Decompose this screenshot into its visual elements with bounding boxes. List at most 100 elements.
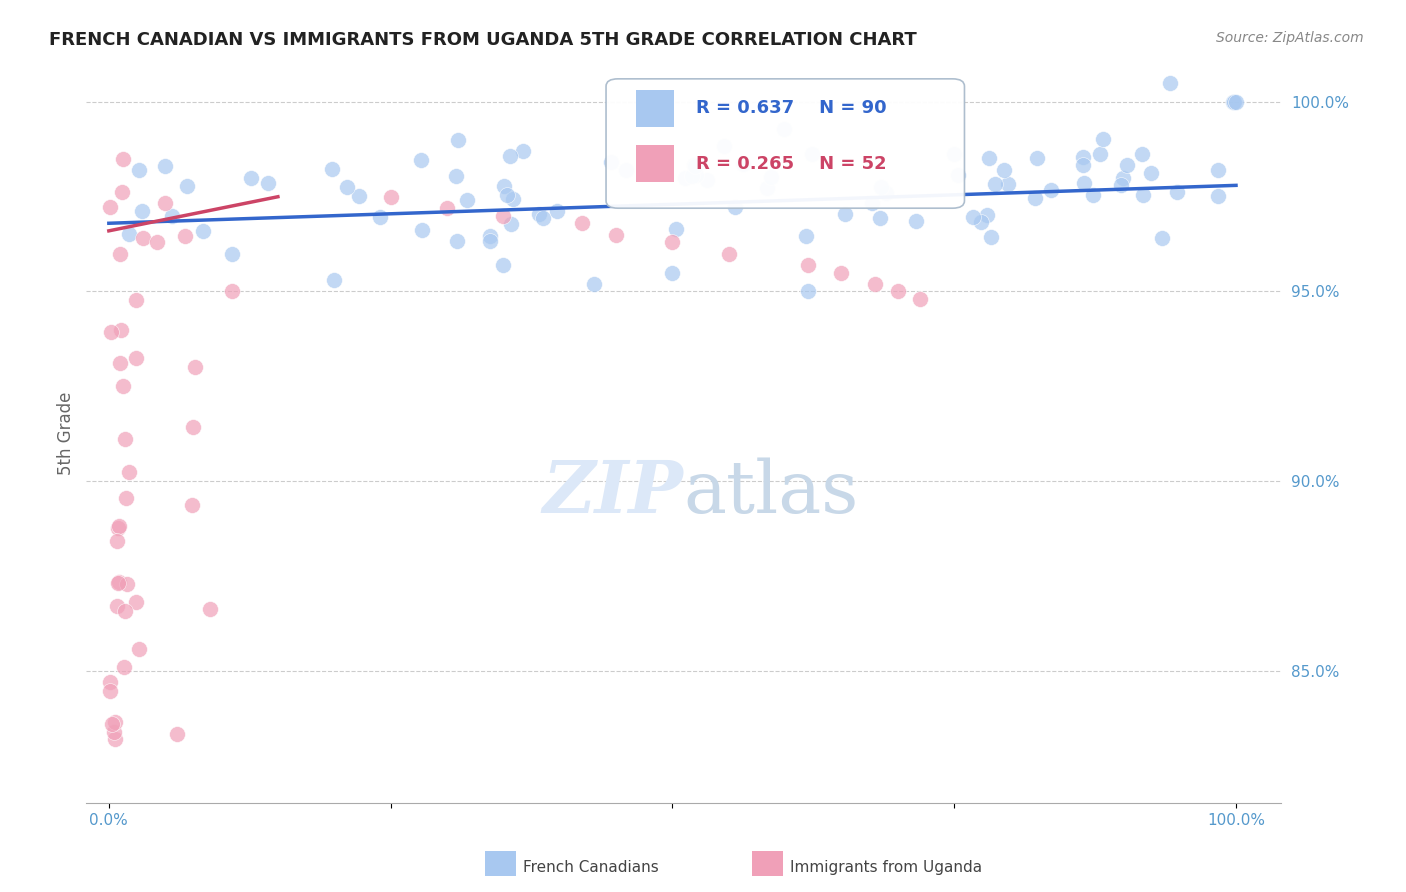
- Point: [107, 576, 129, 591]
- Point: [1225, 95, 1247, 109]
- Point: [794, 229, 817, 244]
- Point: [115, 491, 138, 505]
- Point: [904, 214, 927, 228]
- Point: [110, 247, 132, 261]
- Point: [1130, 147, 1153, 161]
- Point: [1152, 231, 1174, 245]
- Point: [176, 179, 198, 194]
- Point: [605, 227, 627, 242]
- Point: [184, 359, 207, 374]
- Point: [114, 604, 136, 618]
- Point: [665, 222, 688, 236]
- Point: [117, 576, 139, 591]
- Point: [107, 534, 129, 549]
- Point: [527, 207, 550, 221]
- Point: [436, 201, 458, 215]
- Point: [796, 285, 818, 299]
- Point: [98, 684, 121, 698]
- Point: [979, 151, 1001, 165]
- Point: [1222, 95, 1244, 109]
- Point: [997, 177, 1019, 191]
- Point: [110, 322, 132, 336]
- Point: [634, 165, 657, 179]
- Point: [681, 169, 703, 183]
- Point: [125, 351, 148, 365]
- Point: [446, 234, 468, 248]
- Point: [111, 185, 134, 199]
- Point: [772, 121, 794, 136]
- Point: [128, 163, 150, 178]
- Point: [347, 189, 370, 203]
- Point: [492, 209, 515, 223]
- Point: [496, 188, 519, 202]
- Point: [582, 277, 605, 291]
- Point: [155, 159, 177, 173]
- Text: Source: ZipAtlas.com: Source: ZipAtlas.com: [1216, 31, 1364, 45]
- Point: [970, 215, 993, 229]
- Point: [614, 162, 637, 177]
- Text: R = 0.265    N = 52: R = 0.265 N = 52: [696, 155, 886, 173]
- Point: [984, 178, 1007, 192]
- Point: [865, 277, 887, 291]
- Point: [118, 227, 141, 241]
- Point: [800, 147, 823, 161]
- Point: [479, 235, 502, 249]
- Point: [512, 145, 534, 159]
- Point: [108, 356, 131, 370]
- Point: [380, 190, 402, 204]
- Point: [499, 149, 522, 163]
- Point: [112, 660, 135, 674]
- Point: [409, 153, 432, 167]
- Point: [174, 229, 197, 244]
- Point: [104, 731, 127, 746]
- Point: [107, 521, 129, 535]
- Point: [946, 168, 969, 182]
- Point: [370, 211, 392, 225]
- Point: [105, 599, 128, 613]
- Point: [104, 715, 127, 730]
- Point: [444, 169, 467, 183]
- Text: atlas: atlas: [683, 458, 859, 528]
- Point: [759, 170, 782, 185]
- Point: [571, 216, 593, 230]
- Point: [1222, 95, 1244, 109]
- Point: [962, 210, 984, 224]
- Point: [447, 133, 470, 147]
- Point: [1132, 187, 1154, 202]
- FancyBboxPatch shape: [636, 145, 673, 182]
- Point: [118, 465, 141, 479]
- Text: Immigrants from Uganda: Immigrants from Uganda: [790, 860, 983, 874]
- Point: [107, 519, 129, 533]
- Point: [198, 602, 221, 616]
- Point: [717, 246, 740, 260]
- Point: [502, 192, 524, 206]
- Point: [1073, 176, 1095, 190]
- Point: [1109, 178, 1132, 192]
- Point: [943, 147, 966, 161]
- Point: [1071, 150, 1094, 164]
- Point: [321, 162, 343, 177]
- Point: [869, 179, 891, 194]
- Point: [1040, 183, 1063, 197]
- Point: [191, 224, 214, 238]
- Point: [713, 138, 735, 153]
- Point: [108, 574, 131, 589]
- Point: [887, 285, 910, 299]
- Point: [478, 228, 501, 243]
- Point: [910, 292, 932, 306]
- Text: French Canadians: French Canadians: [523, 860, 659, 874]
- Point: [1091, 132, 1114, 146]
- Point: [1090, 147, 1112, 161]
- Point: [1208, 162, 1230, 177]
- Point: [221, 247, 243, 261]
- Point: [1026, 152, 1049, 166]
- Point: [796, 258, 818, 272]
- Point: [661, 235, 683, 250]
- Point: [499, 217, 522, 231]
- Point: [993, 162, 1015, 177]
- Point: [1159, 76, 1181, 90]
- Point: [456, 193, 478, 207]
- Y-axis label: 5th Grade: 5th Grade: [58, 392, 75, 475]
- Point: [239, 171, 262, 186]
- Point: [153, 196, 176, 211]
